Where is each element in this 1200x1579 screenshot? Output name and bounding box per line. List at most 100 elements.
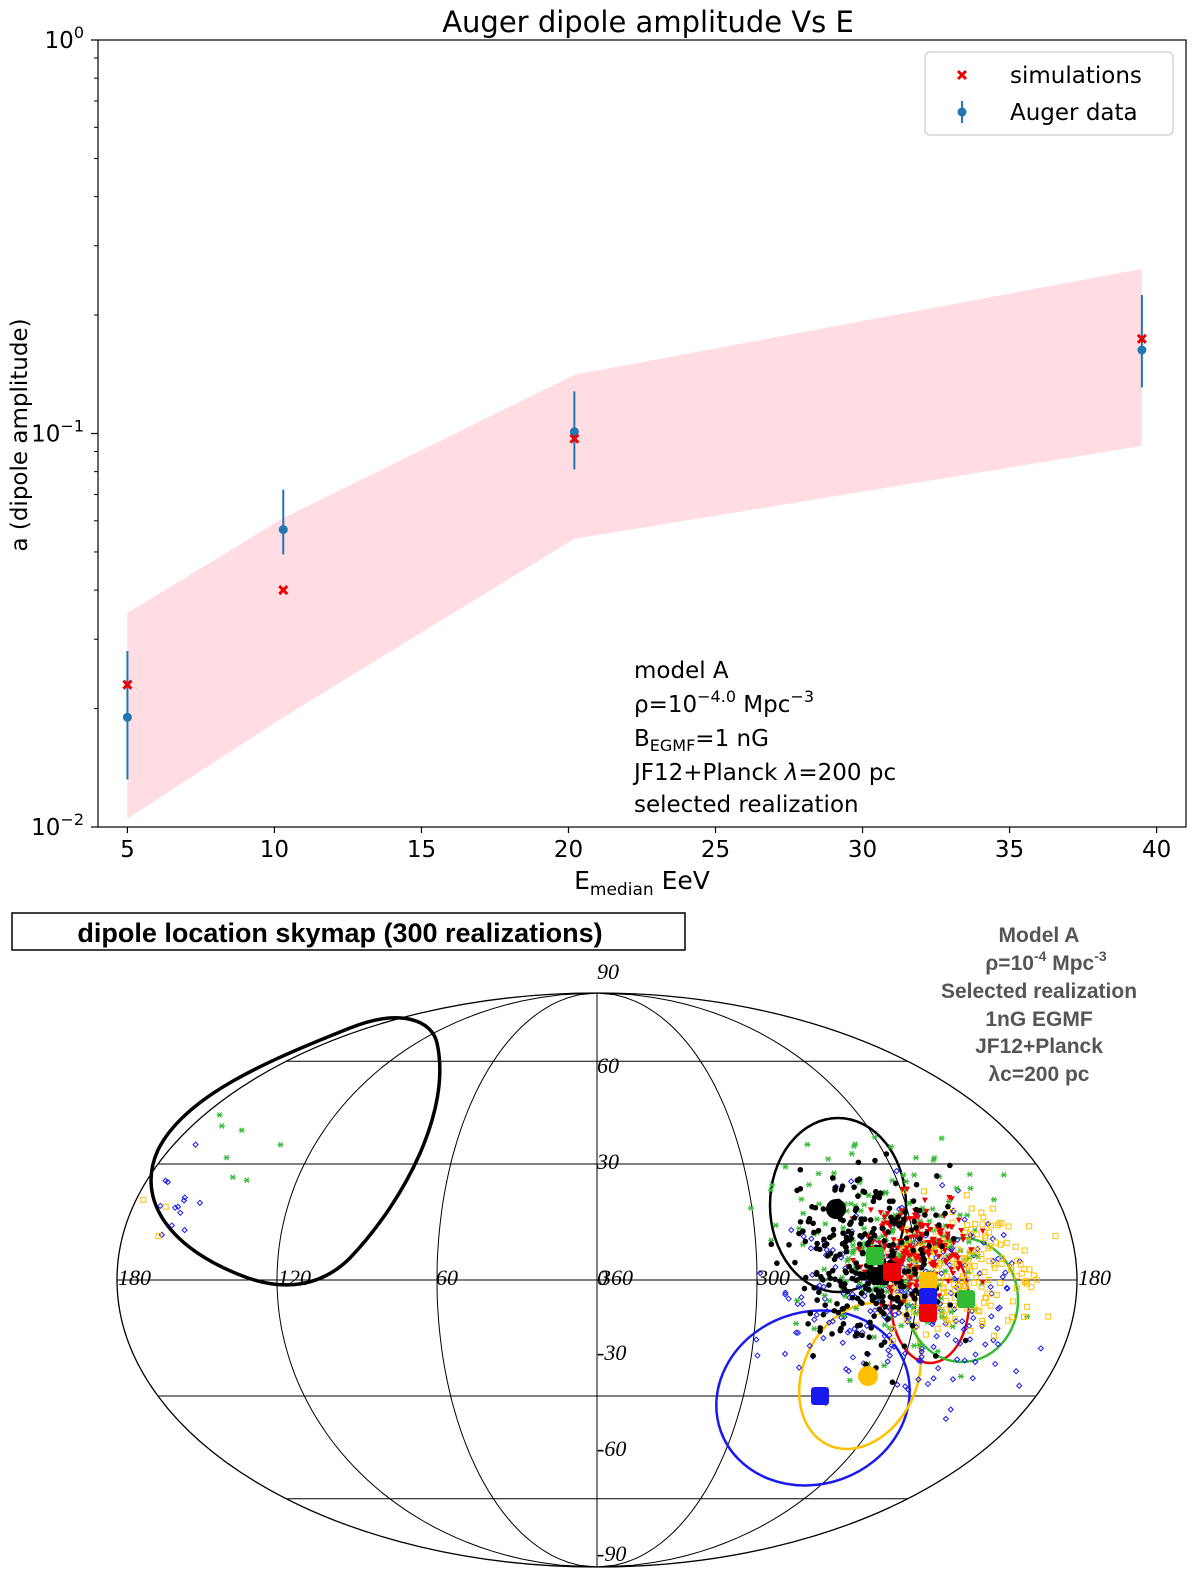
realization-point (878, 1342, 885, 1348)
realization-point (849, 1354, 857, 1361)
realization-point (930, 1241, 937, 1248)
realization-point (997, 1279, 1004, 1286)
realization-point (898, 1208, 905, 1214)
realization-point (886, 1332, 893, 1339)
realization-point (814, 1240, 820, 1247)
realization-point (865, 1280, 872, 1287)
longitude-label: 300 (756, 1265, 790, 1290)
realization-point (986, 1258, 993, 1265)
realization-point (834, 1300, 840, 1307)
realization-point (782, 1164, 789, 1170)
realization-point (841, 1281, 848, 1287)
realization-point (882, 1189, 889, 1196)
realization-point (933, 1333, 940, 1340)
realization-point (822, 1221, 829, 1227)
realization-point (923, 1208, 930, 1215)
realization-point (876, 1240, 883, 1247)
realization-point (883, 1220, 890, 1226)
realization-point (980, 1239, 988, 1246)
realization-point (839, 1339, 846, 1346)
realization-point (987, 1302, 994, 1309)
realization-point (1013, 1285, 1020, 1292)
realization-point (957, 1373, 964, 1380)
realization-point (874, 1216, 881, 1222)
realization-point (862, 1231, 868, 1237)
realization-point (907, 1276, 914, 1282)
realization-point (861, 1201, 868, 1208)
realization-point (930, 1343, 937, 1351)
realization-point (797, 1219, 804, 1225)
simulation-point (569, 433, 580, 444)
realization-point (912, 1213, 919, 1220)
realization-point (921, 1197, 928, 1204)
dipole-amplitude-chart: Auger dipole amplitude Vs E 5 10 15 20 25 30 3… (7, 5, 1187, 900)
realization-point (913, 1224, 919, 1231)
realization-point (911, 1342, 918, 1349)
realization-point (863, 1361, 869, 1368)
longitude-label: 60 (436, 1265, 458, 1290)
realization-point (795, 1364, 803, 1371)
y-tick-label: 100 (45, 23, 84, 54)
legend-label-auger: Auger data (1010, 100, 1138, 126)
realization-point (840, 1320, 847, 1327)
realization-point (859, 1300, 865, 1306)
realization-point (895, 1297, 901, 1304)
realization-point (155, 1232, 162, 1239)
dipole-direction-marker (919, 1304, 937, 1322)
realization-point (797, 1186, 804, 1192)
realization-point (804, 1141, 811, 1148)
realization-point (832, 1263, 839, 1271)
realization-point (867, 1207, 874, 1213)
realization-point (889, 1248, 895, 1254)
realization-point (821, 1266, 828, 1273)
realization-point (841, 1286, 848, 1292)
realization-point (898, 1288, 906, 1296)
realization-point (914, 1229, 921, 1235)
realization-point (866, 1287, 872, 1293)
realization-point (901, 1248, 908, 1255)
realization-point (932, 1262, 939, 1269)
realization-point (800, 1210, 807, 1217)
realization-point (806, 1342, 813, 1350)
realization-point (932, 1353, 939, 1359)
realization-point (885, 1229, 891, 1235)
realization-point (925, 1252, 932, 1259)
realization-point (888, 1288, 895, 1295)
realization-point (957, 1212, 964, 1218)
realization-point (952, 1252, 959, 1259)
realization-point (959, 1233, 966, 1240)
realization-point (889, 1226, 896, 1233)
realization-point (944, 1273, 951, 1280)
realization-point (940, 1284, 947, 1291)
realization-point (952, 1316, 959, 1323)
auger-point (278, 489, 288, 555)
realization-point (811, 1229, 817, 1236)
realization-point (918, 1246, 924, 1253)
realization-point (881, 1322, 888, 1328)
realization-point (809, 1204, 815, 1210)
realization-point (972, 1220, 979, 1227)
realization-point (826, 1282, 832, 1288)
realization-point (915, 1376, 922, 1383)
dipole-direction-marker (919, 1288, 937, 1306)
realization-point (802, 1274, 809, 1281)
latitude-label: 90 (597, 959, 619, 984)
realization-point (877, 1291, 884, 1297)
realization-point (829, 1175, 836, 1181)
realization-point (885, 1316, 891, 1322)
realization-point (754, 1352, 761, 1359)
realization-point (851, 1325, 858, 1333)
realization-point (944, 1331, 951, 1338)
realization-point (848, 1150, 855, 1157)
realization-point (908, 1234, 915, 1241)
realization-point (890, 1241, 896, 1248)
realization-point (982, 1232, 989, 1239)
realization-point (162, 1203, 169, 1210)
realization-point (881, 1332, 888, 1340)
chart-title: Auger dipole amplitude Vs E (442, 5, 854, 39)
skymap-annotation-line-1: Model A (999, 924, 1080, 947)
realization-point (1014, 1257, 1021, 1264)
realization-point (831, 1307, 838, 1314)
dipole-direction-marker (919, 1272, 937, 1290)
